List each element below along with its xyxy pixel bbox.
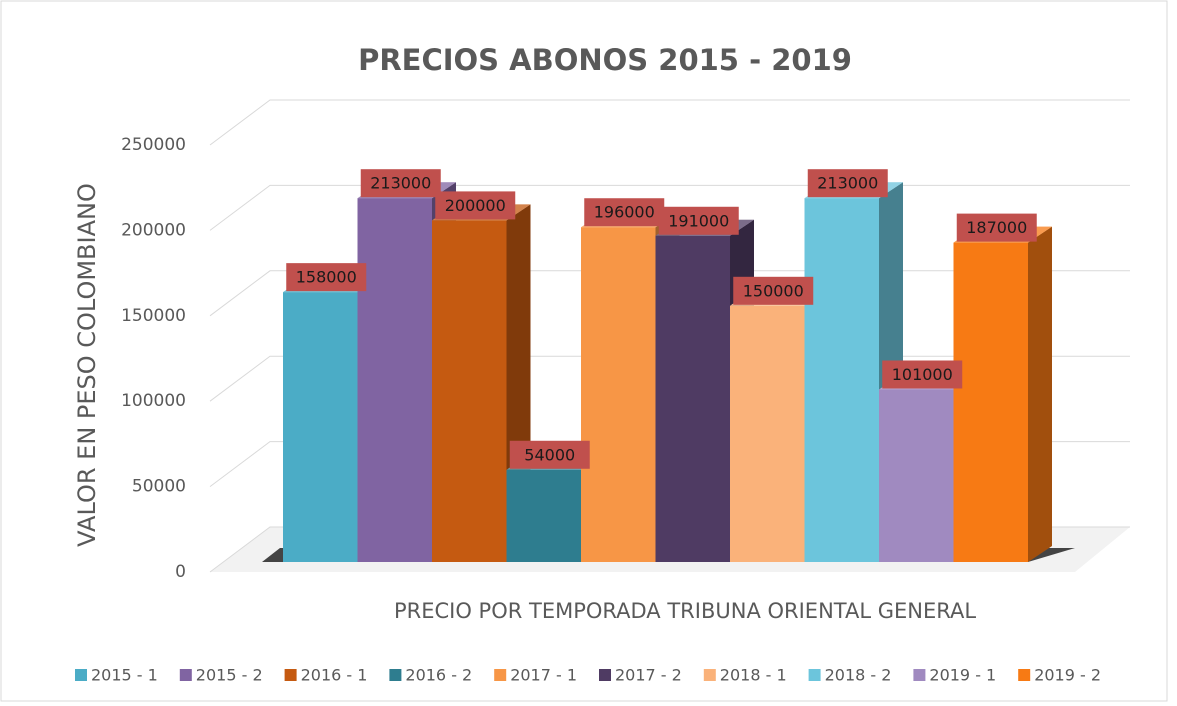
y-tick-label: 150000	[121, 306, 186, 326]
bar-front	[730, 305, 805, 562]
data-label-box	[435, 191, 516, 220]
legend-label: 2017 - 1	[510, 666, 577, 685]
chart-title: PRECIOS ABONOS 2015 - 2019	[358, 43, 852, 77]
data-label: 150000	[743, 281, 804, 300]
data-label: 191000	[668, 211, 729, 230]
data-label: 196000	[594, 203, 655, 222]
legend-swatch	[75, 669, 87, 681]
legend-swatch	[179, 669, 192, 681]
bar-front	[357, 198, 432, 563]
data-label-box	[807, 169, 888, 198]
bar-front	[506, 469, 581, 562]
bar-front	[283, 292, 358, 562]
bar-front	[655, 235, 730, 562]
data-label-box	[882, 360, 963, 389]
bar-side-shade	[1028, 226, 1052, 562]
data-label-box	[509, 440, 590, 469]
legend-swatch	[913, 669, 926, 681]
data-label: 54000	[524, 445, 575, 464]
y-tick-label: 100000	[121, 391, 186, 411]
data-label: 200000	[445, 196, 506, 215]
x-axis-title: PRECIO POR TEMPORADA TRIBUNA ORIENTAL GE…	[394, 599, 976, 623]
data-label: 213000	[370, 174, 431, 193]
legend-label: 2015 - 2	[196, 666, 263, 685]
legend-swatch	[494, 669, 507, 681]
data-label: 213000	[817, 174, 878, 193]
bar-front	[953, 242, 1028, 562]
legend-swatch	[1018, 669, 1031, 681]
bar-front	[879, 389, 954, 562]
data-label: 158000	[296, 268, 357, 287]
y-tick-label: 200000	[121, 220, 186, 240]
data-label-box	[584, 198, 665, 227]
legend-swatch	[284, 669, 297, 681]
legend-label: 2016 - 1	[301, 666, 368, 685]
legend-swatch	[703, 669, 716, 681]
bar	[953, 226, 1052, 562]
legend-label: 2015 - 1	[91, 666, 158, 685]
data-label-box	[658, 206, 739, 235]
data-label-box	[360, 169, 441, 198]
bar-front	[581, 227, 656, 562]
legend-label: 2017 - 2	[615, 666, 682, 685]
y-tick-label: 0	[175, 562, 186, 582]
data-label-box	[733, 276, 814, 305]
y-tick-label: 250000	[121, 135, 186, 155]
y-axis-title: VALOR EN PESO COLOMBIANO	[73, 183, 101, 547]
legend-swatch	[599, 669, 611, 681]
legend-label: 2019 - 1	[929, 666, 996, 685]
legend-label: 2018 - 2	[825, 666, 892, 685]
legend-label: 2016 - 2	[405, 666, 472, 685]
bar-front	[804, 198, 879, 563]
legend-label: 2018 - 1	[720, 666, 787, 685]
bar-front	[432, 220, 507, 562]
bar-side	[1028, 226, 1052, 562]
data-label: 187000	[966, 218, 1027, 237]
data-label-box	[286, 263, 367, 292]
legend-swatch	[808, 669, 821, 681]
grid-line	[209, 99, 1130, 146]
data-label: 101000	[892, 365, 953, 384]
data-label-box	[956, 213, 1037, 242]
legend-swatch	[389, 669, 402, 681]
y-tick-label: 50000	[132, 477, 186, 497]
legend-label: 2019 - 2	[1034, 666, 1101, 685]
